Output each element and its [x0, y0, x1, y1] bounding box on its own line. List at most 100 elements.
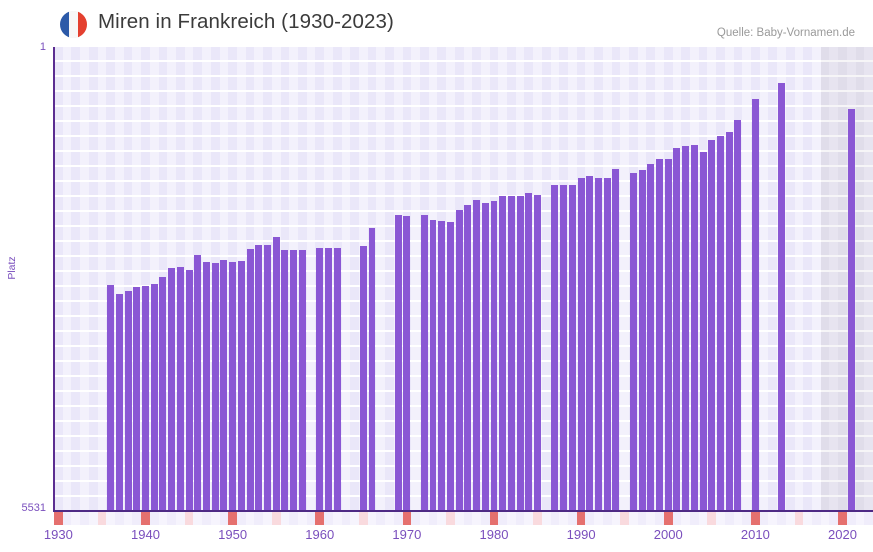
bar[interactable] [124, 290, 132, 511]
tick-marker [785, 512, 795, 525]
bar[interactable] [699, 151, 707, 511]
bar[interactable] [499, 196, 507, 511]
bar[interactable] [429, 219, 437, 511]
bar[interactable] [246, 249, 254, 511]
bar[interactable] [525, 193, 533, 511]
tick-marker [167, 512, 177, 525]
grid-column [812, 47, 822, 511]
tick-marker [385, 512, 395, 525]
bar[interactable] [577, 177, 585, 511]
bar[interactable] [229, 262, 237, 511]
bar[interactable] [690, 144, 698, 511]
bar[interactable] [281, 249, 289, 511]
bar[interactable] [263, 244, 271, 511]
bar[interactable] [664, 158, 672, 511]
tick-marker [202, 512, 212, 525]
bar[interactable] [115, 293, 123, 511]
decade-tick-marker [315, 512, 325, 525]
bar[interactable] [141, 286, 149, 511]
bar[interactable] [629, 172, 637, 511]
bar[interactable] [133, 286, 141, 511]
bar[interactable] [290, 249, 298, 511]
tick-marker [550, 512, 560, 525]
bar[interactable] [516, 195, 524, 511]
bar[interactable] [778, 83, 785, 511]
bar[interactable] [534, 194, 542, 511]
tick-marker [80, 512, 90, 525]
tick-marker [358, 512, 369, 525]
bar[interactable] [298, 249, 306, 511]
bar[interactable] [682, 145, 690, 511]
chart-title: Miren in Frankreich (1930-2023) [98, 10, 394, 33]
bar[interactable] [420, 215, 428, 511]
bar[interactable] [490, 201, 498, 511]
bar[interactable] [595, 177, 603, 511]
tick-marker [463, 512, 473, 525]
grid-column [62, 47, 72, 511]
bar[interactable] [272, 236, 280, 511]
grid-column [620, 47, 630, 511]
bar[interactable] [847, 109, 855, 511]
tick-marker [864, 512, 873, 525]
bar[interactable] [612, 169, 620, 511]
bar[interactable] [194, 255, 202, 511]
tick-marker [254, 512, 264, 525]
bar[interactable] [586, 176, 594, 511]
bar[interactable] [656, 158, 664, 511]
tick-marker [454, 512, 464, 525]
grid-column [54, 47, 64, 511]
tick-marker [620, 512, 630, 525]
bar[interactable] [150, 283, 158, 511]
bar[interactable] [176, 266, 184, 511]
tick-marker [437, 512, 447, 525]
bar[interactable] [455, 209, 463, 511]
bar[interactable] [202, 261, 210, 511]
bar[interactable] [560, 184, 568, 511]
bar[interactable] [403, 216, 411, 511]
bar[interactable] [220, 260, 228, 511]
bar[interactable] [603, 177, 611, 511]
bar[interactable] [507, 195, 515, 511]
bar[interactable] [394, 214, 402, 511]
bar[interactable] [647, 163, 655, 511]
tick-marker [681, 512, 691, 525]
bar[interactable] [211, 263, 219, 511]
bar[interactable] [638, 170, 646, 511]
bar[interactable] [717, 135, 724, 511]
bar[interactable] [168, 267, 176, 511]
bar[interactable] [316, 248, 324, 511]
tick-marker [611, 512, 621, 525]
bar[interactable] [751, 98, 759, 511]
tick-marker [280, 512, 290, 525]
bar[interactable] [725, 131, 733, 511]
bar[interactable] [734, 119, 742, 511]
bar[interactable] [481, 202, 489, 511]
grid-column [759, 47, 769, 511]
bar[interactable] [673, 147, 681, 511]
bar[interactable] [185, 269, 193, 511]
france-flag-icon [60, 11, 87, 38]
bar[interactable] [438, 221, 446, 511]
bar[interactable] [473, 200, 481, 511]
decade-tick-marker [402, 512, 412, 525]
bar[interactable] [446, 221, 454, 511]
bar[interactable] [708, 140, 716, 511]
grid-column [794, 47, 804, 511]
decade-tick-marker [54, 512, 64, 525]
bar[interactable] [255, 244, 263, 511]
bar[interactable] [368, 228, 376, 511]
bar[interactable] [464, 204, 472, 511]
tick-marker [341, 512, 351, 525]
grid-column [785, 47, 795, 511]
grid-column [97, 47, 107, 511]
plot-area [54, 47, 873, 511]
bar[interactable] [359, 246, 367, 511]
bar[interactable] [237, 261, 245, 511]
decade-tick-marker [228, 512, 238, 525]
bar[interactable] [551, 184, 559, 511]
bar[interactable] [107, 285, 115, 511]
bar[interactable] [333, 248, 341, 511]
bar[interactable] [324, 248, 332, 511]
bar[interactable] [159, 277, 167, 511]
bar[interactable] [568, 184, 576, 511]
